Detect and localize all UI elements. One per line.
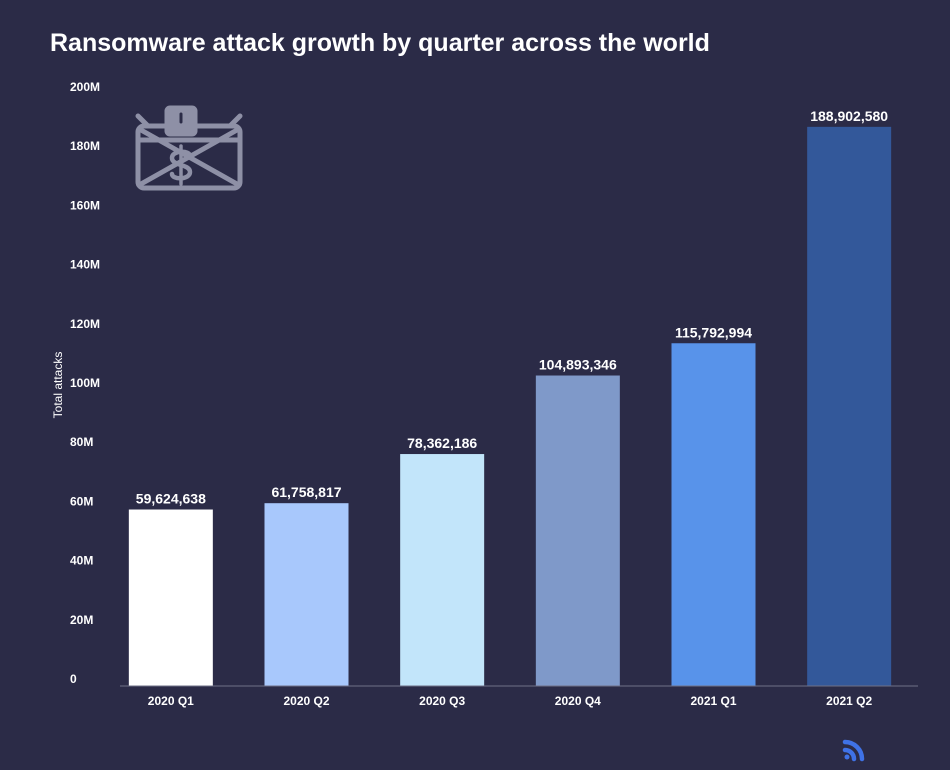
data-label: 61,758,817: [271, 484, 341, 500]
data-label: 188,902,580: [810, 108, 888, 124]
x-axis-ticks: 2020 Q1 2020 Q2 2020 Q3 2020 Q4 2021 Q1 2021 …: [148, 694, 873, 708]
x-tick-label: 2020 Q3: [419, 694, 465, 708]
y-tick-label: 160M: [70, 198, 100, 212]
bar-2020-q4: [535, 375, 620, 686]
bars: [128, 126, 892, 686]
y-axis-ticks: 0 20M 40M 60M 80M 100M 120M 140M 160M 180M 200M: [70, 80, 100, 686]
x-tick-label: 2021 Q2: [826, 694, 872, 708]
x-tick-label: 2020 Q4: [555, 694, 601, 708]
locked-envelope-dollar-icon: [135, 105, 243, 191]
chart-title: Ransomware attack growth by quarter acro…: [50, 29, 710, 57]
data-labels: 59,624,638 61,758,817 78,362,186 104,893,34…: [136, 108, 889, 507]
bar-2021-q1: [671, 343, 756, 686]
y-tick-label: 0: [70, 672, 77, 686]
y-tick-label: 40M: [70, 554, 93, 568]
data-label: 115,792,994: [675, 324, 752, 340]
data-label: 59,624,638: [136, 491, 206, 507]
bar-2020-q3: [400, 454, 485, 686]
y-tick-label: 120M: [70, 317, 100, 331]
data-label: 78,362,186: [407, 435, 477, 451]
brand-logo-icon: [842, 739, 865, 762]
bar-2021-q2: [807, 126, 892, 686]
x-tick-label: 2020 Q1: [148, 694, 194, 708]
y-tick-label: 80M: [70, 435, 93, 449]
x-tick-label: 2020 Q2: [283, 694, 329, 708]
bar-2020-q2: [264, 503, 349, 686]
y-tick-label: 100M: [70, 376, 100, 390]
x-tick-label: 2021 Q1: [690, 694, 736, 708]
y-axis-title: Total attacks: [51, 352, 65, 419]
bar-2020-q1: [128, 509, 213, 686]
y-tick-label: 60M: [70, 494, 93, 508]
y-tick-label: 180M: [70, 139, 100, 153]
y-tick-label: 140M: [70, 258, 100, 272]
y-tick-label: 200M: [70, 80, 100, 94]
data-label: 104,893,346: [539, 357, 617, 373]
y-tick-label: 20M: [70, 613, 93, 627]
